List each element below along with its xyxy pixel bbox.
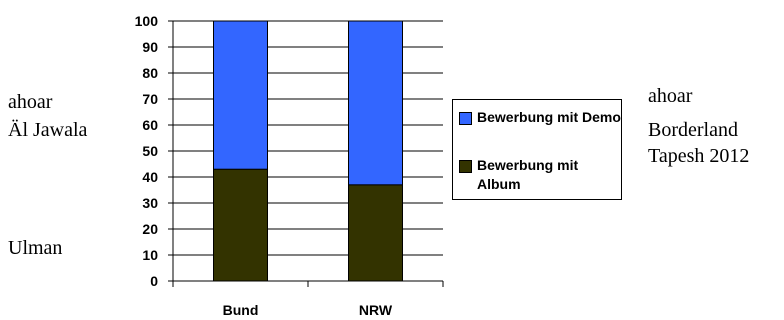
y-tick-label-90: 90 (142, 39, 158, 55)
y-tick-label-10: 10 (142, 247, 158, 263)
y-tick-label-70: 70 (142, 91, 158, 107)
y-tick-label-40: 40 (142, 169, 158, 185)
legend-item-demo: Bewerbung mit Demo (459, 108, 625, 127)
legend-swatch-demo (459, 112, 472, 125)
x-category-label-nrw: NRW (359, 302, 393, 318)
bar-bund-demo (213, 20, 268, 170)
left-annotation-3: Ulman (8, 237, 63, 259)
y-tick-label-0: 0 (150, 273, 158, 289)
right-annotation-3: Tapesh 2012 (648, 145, 750, 167)
legend-item-album: Bewerbung mit Album (459, 156, 625, 194)
left-annotation-1: ahoar (8, 91, 53, 113)
legend-label-album: Bewerbung mit Album (477, 157, 579, 192)
y-tick-label-50: 50 (142, 143, 158, 159)
right-annotation-2: Borderland (648, 119, 738, 141)
bar-nrw-demo (348, 20, 403, 186)
left-annotation-2: Äl Jawala (8, 119, 88, 141)
legend-label-demo: Bewerbung mit Demo (477, 109, 621, 125)
y-tick-label-60: 60 (142, 117, 158, 133)
bar-bund-album (213, 168, 268, 282)
y-tick-label-20: 20 (142, 221, 158, 237)
y-tick-label-100: 100 (135, 13, 159, 29)
y-tick-label-30: 30 (142, 195, 158, 211)
chart-legend: Bewerbung mit Demo Bewerbung mit Album (452, 99, 622, 200)
bar-nrw-album (348, 184, 403, 282)
legend-swatch-album (459, 160, 472, 173)
right-annotation-1: ahoar (648, 85, 693, 107)
y-tick-label-80: 80 (142, 65, 158, 81)
x-category-label-bund: Bund (223, 302, 259, 318)
